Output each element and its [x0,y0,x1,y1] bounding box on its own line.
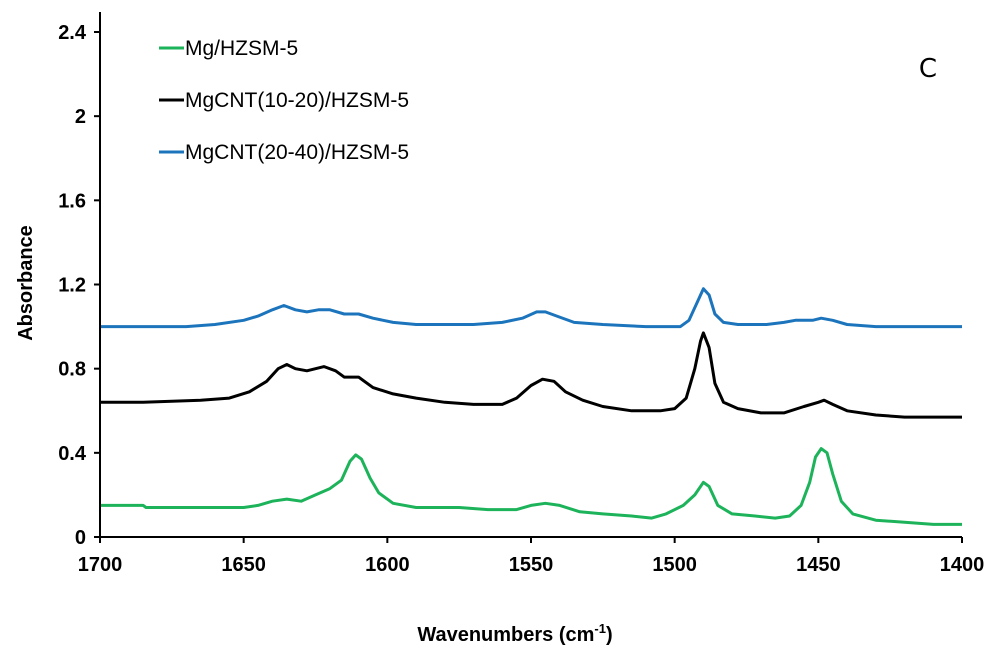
legend-label: MgCNT(10-20)/HZSM-5 [185,89,409,112]
x-tick-label: 1450 [796,554,841,576]
y-tick-label: 0.8 [58,359,86,381]
y-tick-label: 0 [75,527,86,549]
x-axis-title: Wavenumbers (cm-1) [417,621,612,646]
x-tick-labels: 1700 1650 1600 1550 1500 1450 1400 [78,554,985,576]
x-tick-label: 1650 [221,554,266,576]
y-tick-label: 0.4 [58,443,87,465]
y-tick-label: 1.6 [58,190,86,212]
x-tick-label: 1700 [78,554,123,576]
legend-label: MgCNT(20-40)/HZSM-5 [185,141,409,164]
legend-label: Mg/HZSM-5 [185,37,298,60]
y-tick-label: 1.2 [58,275,86,297]
x-tick-label: 1500 [652,554,697,576]
series-line [100,287,962,329]
y-tick-label: 2 [75,106,86,128]
series-line [100,447,962,526]
legend: Mg/HZSM-5 MgCNT(10-20)/HZSM-5 MgCNT(20-40)… [159,37,409,164]
x-tick-label: 1550 [509,554,554,576]
series-line [100,331,962,419]
series-group [100,287,962,526]
x-tick-label: 1600 [365,554,410,576]
panel-label: C [919,54,937,84]
x-tick-label: 1400 [940,554,985,576]
x-axis-title-end: ) [606,624,613,646]
x-axis-title-superscript: -1 [594,621,606,636]
y-tick-labels: 0 0.4 0.8 1.2 1.6 2 2.4 [58,22,87,549]
y-axis-title: Absorbance [15,225,37,341]
x-axis-title-text: Wavenumbers (cm [417,624,594,646]
y-tick-label: 2.4 [58,22,87,44]
